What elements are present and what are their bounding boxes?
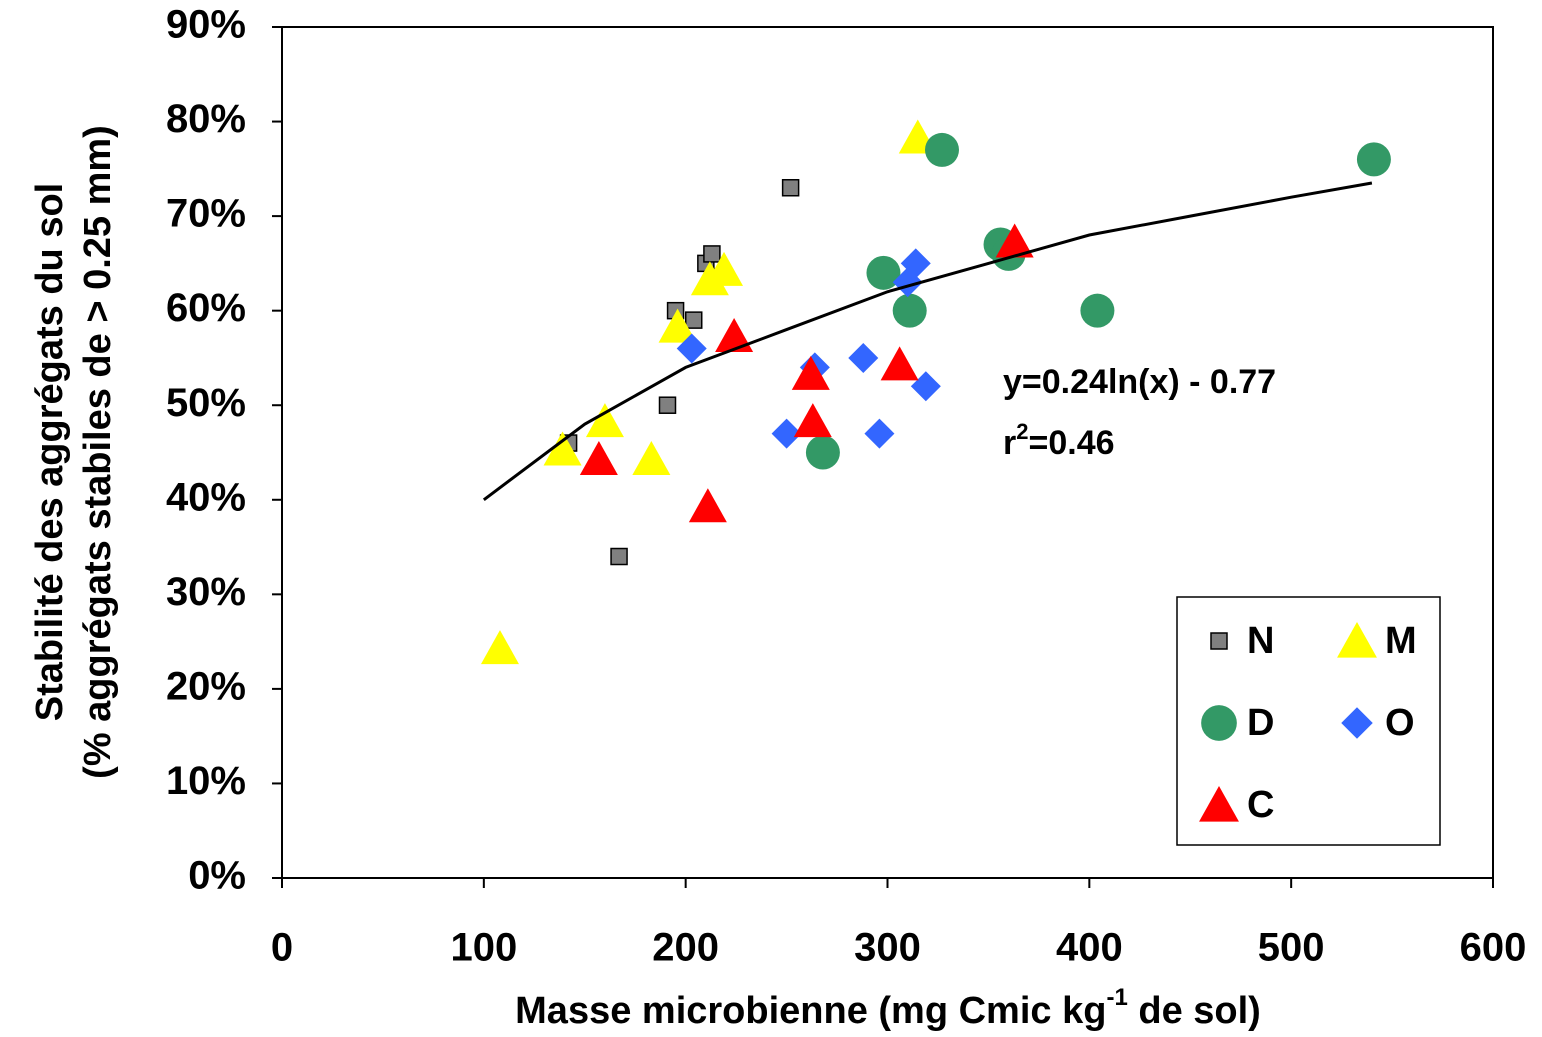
point [585,403,624,438]
legend-label: C [1247,784,1274,826]
point [705,251,744,286]
legend-label: M [1385,620,1417,662]
legend-marker [1199,785,1239,822]
point [864,418,895,449]
x-tick-label: 200 [652,926,719,970]
x-tick-label: 300 [854,926,921,970]
y-tick-label: 20% [166,664,246,708]
x-axis-title: Masse microbienne (mg Cmic kg-1 de sol) [515,984,1261,1032]
legend-label: D [1247,702,1274,744]
x-title-text: Masse microbienne (mg Cmic kg [515,990,1106,1032]
y-tick-label: 70% [166,192,246,236]
y-tick-label: 10% [166,759,246,803]
r-squared-text: r [1003,424,1016,462]
point [1356,142,1391,177]
x-tick-label: 0 [271,926,293,970]
trendline [482,181,1373,501]
x-tick-label: 400 [1056,926,1123,970]
point [1080,293,1115,328]
point [995,223,1034,258]
point [610,547,628,566]
point [910,371,941,402]
point [900,248,931,279]
point [703,245,721,263]
legend-label: O [1385,702,1415,744]
r-squared: r2=0.46 [1003,419,1115,462]
point [791,355,830,390]
y-tick-label: 0% [188,854,246,898]
r-squared-after: =0.46 [1028,424,1114,462]
equation: y=0.24ln(x) - 0.77 [1003,363,1276,401]
point [866,255,901,290]
point [684,311,703,329]
point [781,178,800,197]
y-axis-title: (% aggrégats stabiles de > 0.25 mm) [77,125,119,779]
point [543,431,582,466]
y-tick-label: 90% [166,3,246,47]
x-tick-label: 600 [1460,926,1527,970]
point [688,488,727,523]
x-title-after: de sol) [1128,990,1261,1032]
point [924,132,959,167]
y-tick-label: 60% [166,286,246,330]
point [880,346,919,381]
point [658,396,677,414]
legend-marker [1341,707,1373,739]
point [892,293,927,328]
r-squared-sup: 2 [1016,419,1028,444]
x-title-sup: -1 [1106,984,1127,1011]
y-tick-label: 80% [166,97,246,141]
legend-marker [1337,621,1377,658]
point [632,440,671,475]
point [579,440,618,475]
x-tick-label: 500 [1258,926,1325,970]
legend-marker [1201,705,1237,741]
point [715,318,754,353]
point [771,418,802,449]
x-tick-label: 100 [450,926,517,970]
point [793,403,832,438]
y-axis-title: Stabilité des aggrégats du sol [29,183,71,721]
point [676,333,707,364]
legend-marker [1210,632,1228,650]
point [805,435,840,470]
y-tick-label: 30% [166,570,246,614]
point [480,630,519,665]
point [848,342,879,373]
y-tick-label: 40% [166,475,246,519]
legend-label: N [1247,620,1274,662]
y-tick-label: 50% [166,381,246,425]
point [658,308,697,343]
